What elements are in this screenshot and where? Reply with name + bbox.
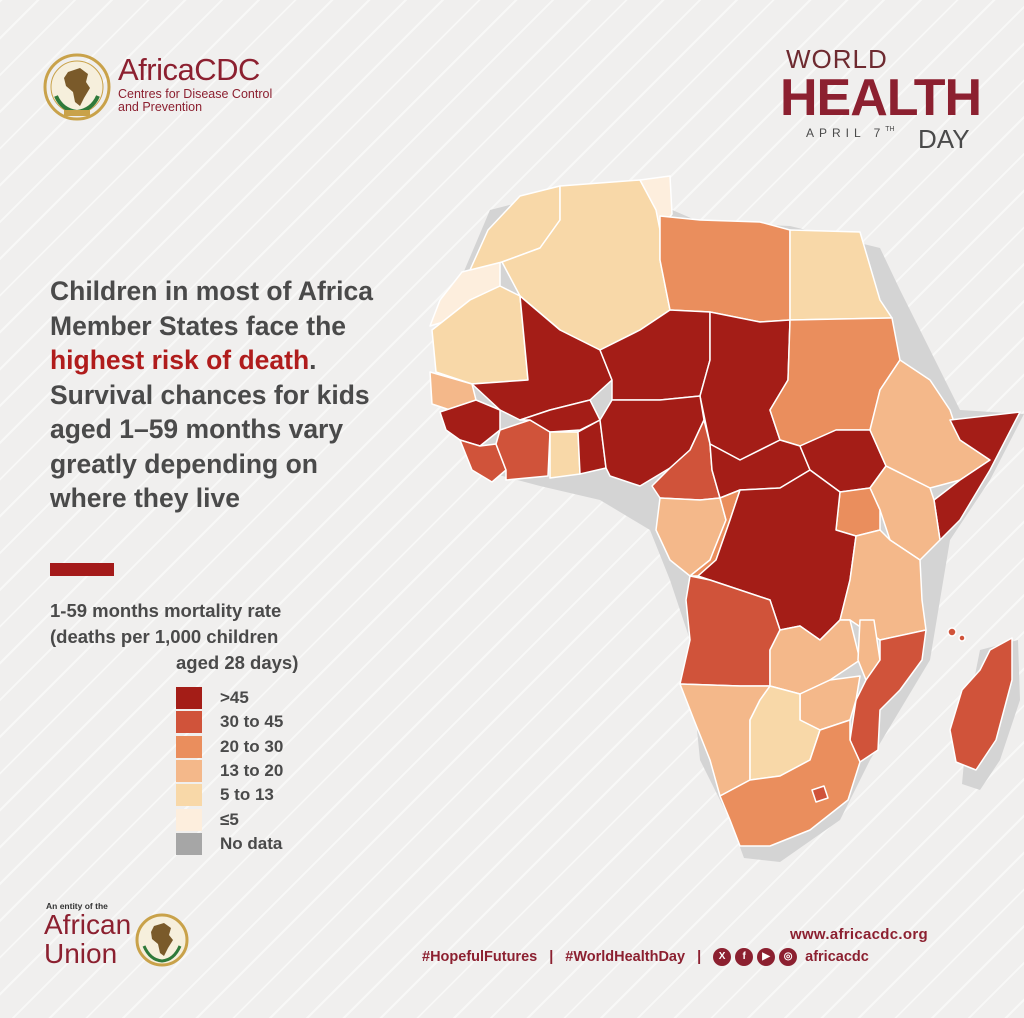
legend-swatch — [176, 784, 202, 807]
hashtag-hopeful-futures[interactable]: #HopefulFutures — [422, 949, 538, 965]
region-comoros — [947, 627, 957, 637]
legend-label: 20 to 30 — [220, 736, 284, 756]
headline-part1: Children in most of Africa Member States… — [50, 276, 373, 341]
social-handle[interactable]: africacdc — [805, 949, 869, 965]
event-date-suffix: TH — [885, 126, 895, 133]
africa-choropleth-map — [429, 175, 1024, 862]
headline-highlight: highest risk of death — [50, 345, 310, 375]
legend-label: >45 — [220, 688, 249, 708]
legend-label: 13 to 20 — [220, 761, 284, 781]
region-egypt — [789, 229, 893, 321]
legend-item: 30 to 45 — [176, 710, 283, 734]
region-comoros-2 — [958, 634, 966, 642]
africacdc-emblem-icon — [43, 53, 111, 121]
region-chad — [699, 311, 791, 461]
african-union-emblem-icon — [135, 913, 189, 967]
event-line2: HEALTH — [780, 69, 982, 127]
legend-item: 13 to 20 — [176, 759, 283, 783]
legend: >45 30 to 45 20 to 30 13 to 20 5 to 13 ≤… — [176, 686, 283, 856]
event-line3: DAY — [918, 124, 970, 154]
region-lesotho — [811, 785, 829, 803]
region-madagascar — [949, 637, 1013, 771]
world-health-day-logo: WORLD HEALTH APRIL 7TH DAY — [780, 44, 982, 154]
legend-swatch — [176, 711, 202, 734]
youtube-icon[interactable]: ▶ — [757, 948, 776, 966]
au-name-line1: African — [44, 909, 132, 940]
au-entity-text: An entity of the — [46, 901, 108, 911]
org-subtitle: Centres for Disease Control and Preventi… — [118, 88, 298, 114]
region-libya — [659, 215, 791, 323]
region-ghana — [549, 431, 581, 479]
headline: Children in most of Africa Member States… — [50, 274, 395, 516]
au-name-line2: Union — [44, 938, 118, 969]
footer-separator: | — [549, 949, 554, 965]
region-guinea — [439, 399, 501, 447]
event-line1: WORLD — [786, 44, 888, 74]
legend-swatch — [176, 760, 202, 783]
region-mozambique — [849, 629, 927, 763]
website-link[interactable]: www.africacdc.org — [790, 926, 928, 943]
legend-title-line3: aged 28 days) — [176, 652, 299, 673]
legend-label: No data — [220, 833, 283, 853]
legend-item: 20 to 30 — [176, 735, 283, 759]
legend-item: 5 to 13 — [176, 783, 283, 807]
hashtag-world-health-day[interactable]: #WorldHealthDay — [565, 949, 686, 965]
legend-title-line2: (deaths per 1,000 children — [50, 626, 279, 647]
event-date: APRIL 7TH — [806, 126, 895, 140]
x-icon[interactable]: X — [713, 948, 732, 966]
region-uganda — [835, 487, 881, 537]
event-date-month: APRIL 7 — [806, 126, 886, 140]
legend-swatch — [176, 832, 202, 855]
legend-swatch — [176, 687, 202, 710]
facebook-icon[interactable]: f — [735, 948, 754, 966]
footer-separator: | — [697, 949, 702, 965]
legend-item: ≤5 — [176, 807, 283, 831]
org-subtitle-line2: and Prevention — [118, 100, 203, 114]
legend-label: 30 to 45 — [220, 712, 284, 732]
footer-hashtags: #HopefulFutures | #WorldHealthDay | X f … — [422, 948, 869, 966]
legend-title-line1: 1-59 months mortality rate — [50, 600, 282, 621]
legend-label: 5 to 13 — [220, 785, 274, 805]
african-union-name: African Union — [44, 910, 131, 968]
legend-swatch — [176, 808, 202, 831]
legend-label: ≤5 — [220, 809, 239, 829]
legend-item: >45 — [176, 686, 283, 710]
legend-title: 1-59 months mortality rate (deaths per 1… — [50, 598, 330, 676]
org-name: AfricaCDC — [118, 52, 260, 87]
headline-part2: . Survival chances for kids aged 1–59 mo… — [50, 345, 370, 513]
org-subtitle-line1: Centres for Disease Control — [118, 87, 273, 101]
region-south-africa — [719, 719, 861, 847]
legend-item: No data — [176, 832, 283, 856]
instagram-icon[interactable]: ◎ — [779, 948, 798, 966]
headline-divider — [50, 563, 114, 576]
legend-swatch — [176, 735, 202, 758]
